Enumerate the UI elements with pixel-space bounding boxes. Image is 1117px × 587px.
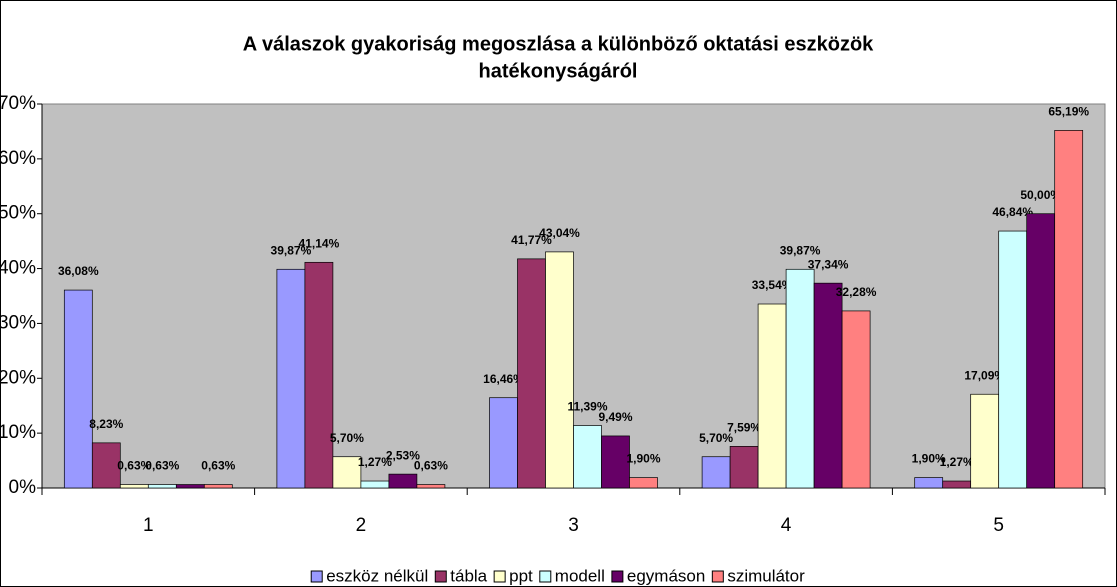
legend-swatch [310,570,323,583]
bar [841,310,871,489]
legend-swatch [434,570,447,583]
x-tick-label: 3 [568,515,579,536]
x-tick-label: 5 [993,515,1004,536]
data-label: 43,04% [539,226,580,240]
bar [573,425,602,489]
bar [175,484,205,489]
data-label: 2,53% [386,448,420,462]
chart-title: A válaszok gyakoriság megoszlása a külön… [243,33,874,55]
bar [304,261,334,489]
legend-label: ppt [509,566,533,585]
bar [119,484,149,489]
data-label: 16,46% [483,372,524,386]
data-label: 7,59% [727,421,761,435]
bar [489,397,518,489]
bar [360,480,390,489]
bar [757,303,787,489]
bar [942,480,972,489]
y-tick-label: 10% [0,422,36,443]
legend-label: eszköz nélkül [326,566,428,585]
y-tick-label: 30% [0,312,36,333]
bar [998,230,1028,489]
data-label: 0,63% [117,459,151,473]
legend-swatch [493,570,506,583]
legend-swatch [611,570,624,583]
y-tick-label: 60% [0,148,36,169]
legend-label: modell [555,566,605,585]
data-label: 0,63% [201,459,235,473]
data-label: 8,23% [89,417,123,431]
bar [1054,130,1084,489]
bar [785,268,815,489]
chart-title: hatékonyságáról [479,60,638,82]
data-label: 65,19% [1048,105,1089,119]
legend-label: tábla [450,566,487,585]
y-tick-label: 0% [9,477,37,498]
bar [517,258,546,489]
data-label: 1,90% [912,452,946,466]
legend-swatch [539,570,552,583]
bar [701,456,731,489]
data-label: 0,63% [145,459,179,473]
y-tick-label: 40% [0,258,36,279]
bar [1026,213,1056,489]
data-label: 36,08% [58,264,99,278]
bar [545,251,574,489]
y-tick-label: 70% [0,93,36,114]
data-label: 17,09% [964,368,1005,382]
data-label: 32,28% [836,285,877,299]
data-label: 33,54% [752,278,793,292]
legend-label: egymáson [627,566,705,585]
bar [914,477,944,489]
y-tick-label: 20% [0,367,36,388]
data-label: 50,00% [1020,188,1061,202]
legend-swatch [711,570,724,583]
bar [91,442,121,489]
data-label: 5,70% [699,431,733,445]
bar [813,282,843,489]
x-tick-label: 1 [143,515,154,536]
data-label: 11,39% [567,400,607,414]
x-tick-label: 4 [781,515,792,536]
data-label: 39,87% [780,243,821,257]
data-label: 0,63% [414,459,448,473]
bar [729,446,759,489]
data-label: 37,34% [808,257,849,271]
bar [416,484,446,489]
bar [332,456,362,489]
bar [629,477,658,489]
bar [147,484,177,489]
bar [203,484,233,489]
legend: eszköz nélkül tábla ppt modell egymáson szimu… [310,566,805,585]
data-label: 9,49% [598,410,632,424]
bar [276,268,306,489]
data-label: 5,70% [330,431,364,445]
bar [388,473,418,489]
bar [601,435,630,489]
bar [63,289,93,489]
y-tick-label: 50% [0,203,36,224]
data-label: 1,27% [940,455,974,469]
data-label: 41,14% [299,236,340,250]
x-tick-label: 2 [356,515,367,536]
data-label: 1,27% [358,455,392,469]
data-label: 39,87% [271,243,312,257]
data-label: 41,77% [511,233,552,247]
data-label: 1,90% [626,452,660,466]
legend-label: szimulátor [727,566,805,585]
bar [970,393,1000,489]
data-label: 46,84% [992,205,1033,219]
